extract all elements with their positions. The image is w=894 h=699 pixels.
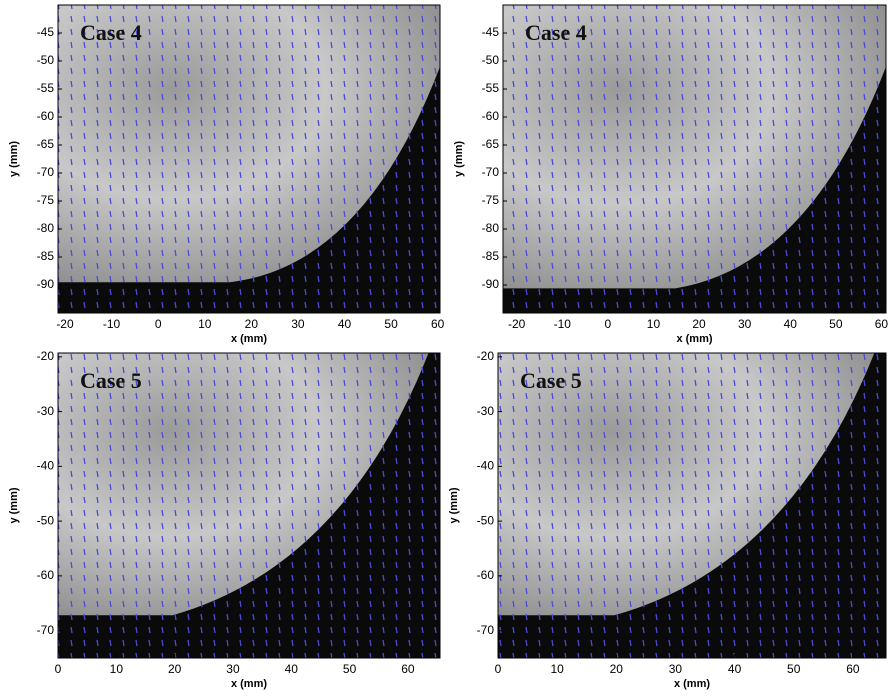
y-tick-label: -75 <box>37 193 55 207</box>
x-tick-label: -10 <box>554 317 572 331</box>
x-tick-label: 60 <box>846 662 860 676</box>
x-tick-label: 40 <box>784 317 798 331</box>
y-tick-label: -50 <box>37 53 55 67</box>
y-tick-label: -70 <box>482 165 500 179</box>
x-axis-label: x (mm) <box>231 678 267 690</box>
x-tick-label: 10 <box>110 662 124 676</box>
y-tick-label: -20 <box>477 349 495 363</box>
x-tick-label: 20 <box>168 662 182 676</box>
y-tick-label: -50 <box>37 513 55 527</box>
image <box>498 353 886 658</box>
image <box>58 5 440 313</box>
y-tick-label: -70 <box>37 623 55 637</box>
y-tick-label: -40 <box>37 459 55 473</box>
y-tick-label: -60 <box>482 109 500 123</box>
x-tick-label: 50 <box>829 317 843 331</box>
x-tick-label: 60 <box>401 662 415 676</box>
y-tick-label: -40 <box>477 459 495 473</box>
x-tick-label: -10 <box>103 317 121 331</box>
y-tick-label: -90 <box>37 277 55 291</box>
x-tick-label: 40 <box>338 317 352 331</box>
y-tick-label: -80 <box>37 221 55 235</box>
x-tick-label: 30 <box>291 317 305 331</box>
x-axis-label: x (mm) <box>231 333 267 345</box>
panel: 0 10 20 30 40 50 60 -20 -30 -40 -50 -60 -70 x (mm) y (… <box>8 349 441 690</box>
y-tick-label: -55 <box>37 81 55 95</box>
x-tick-label: 40 <box>728 662 742 676</box>
x-axis-label: x (mm) <box>676 333 712 345</box>
y-axis-label: y (mm) <box>8 141 20 177</box>
y-tick-label: -50 <box>482 53 500 67</box>
annotation: Case 5 <box>80 368 142 393</box>
x-tick-label: 0 <box>55 662 62 676</box>
plot-frame <box>502 4 887 314</box>
vector-texture <box>58 5 440 313</box>
annotation: Case 5 <box>520 368 582 393</box>
y-tick-label: -70 <box>37 165 55 179</box>
y-tick-label: -20 <box>37 349 55 363</box>
x-tick-label: 0 <box>155 317 162 331</box>
vector-texture <box>503 5 886 313</box>
y-tick-label: -60 <box>37 568 55 582</box>
plot-frame <box>57 352 441 659</box>
annotation: Case 4 <box>525 20 587 45</box>
x-tick-label: 30 <box>738 317 752 331</box>
panel: -20 -10 0 10 20 30 40 50 60 -45 -50 -55 -60 -65 -70 -75… <box>453 4 889 345</box>
x-axis-label: x (mm) <box>674 678 710 690</box>
y-tick-label: -90 <box>482 277 500 291</box>
x-tick-label: 50 <box>343 662 357 676</box>
x-tick-label: 30 <box>226 662 240 676</box>
y-tick-label: -55 <box>482 81 500 95</box>
y-tick-label: -50 <box>477 513 495 527</box>
y-tick-label: -85 <box>482 249 500 263</box>
x-tick-label: 30 <box>669 662 683 676</box>
image <box>58 353 440 658</box>
y-tick-label: -65 <box>482 137 500 151</box>
y-tick-label: -60 <box>37 109 55 123</box>
plot-frame <box>497 352 887 659</box>
plot-frame <box>57 4 441 314</box>
y-tick-label: -45 <box>37 25 55 39</box>
x-tick-label: 50 <box>787 662 801 676</box>
x-tick-label: -20 <box>508 317 526 331</box>
x-tick-label: 60 <box>431 317 445 331</box>
panel: 0 10 20 30 40 50 60 -20 -30 -40 -50 -60 -70 x (mm) y (… <box>448 349 887 690</box>
y-tick-label: -60 <box>477 568 495 582</box>
x-tick-label: 20 <box>610 662 624 676</box>
x-tick-label: 10 <box>198 317 212 331</box>
vector-texture <box>498 353 886 658</box>
y-tick-label: -30 <box>37 404 55 418</box>
x-tick-label: 0 <box>605 317 612 331</box>
y-tick-label: -80 <box>482 221 500 235</box>
x-tick-label: 10 <box>647 317 661 331</box>
y-axis-label: y (mm) <box>448 487 460 523</box>
y-tick-label: -45 <box>482 25 500 39</box>
x-tick-label: 60 <box>875 317 889 331</box>
panel: -20 -10 0 10 20 30 40 50 60 -45 -50 -55 -60 -65 -70 -75… <box>8 4 445 345</box>
image <box>503 5 886 313</box>
y-axis-label: y (mm) <box>8 487 20 523</box>
x-tick-label: 20 <box>692 317 706 331</box>
x-tick-label: 40 <box>285 662 299 676</box>
x-tick-label: 10 <box>550 662 564 676</box>
x-tick-label: 20 <box>245 317 259 331</box>
x-tick-label: 50 <box>384 317 398 331</box>
y-tick-label: -70 <box>477 623 495 637</box>
y-tick-label: -85 <box>37 249 55 263</box>
y-tick-label: -65 <box>37 137 55 151</box>
annotation: Case 4 <box>80 20 142 45</box>
x-tick-label: 0 <box>495 662 502 676</box>
x-tick-label: -20 <box>56 317 74 331</box>
y-tick-label: -30 <box>477 404 495 418</box>
y-axis-label: y (mm) <box>453 141 465 177</box>
y-tick-label: -75 <box>482 193 500 207</box>
vector-texture <box>58 353 440 658</box>
